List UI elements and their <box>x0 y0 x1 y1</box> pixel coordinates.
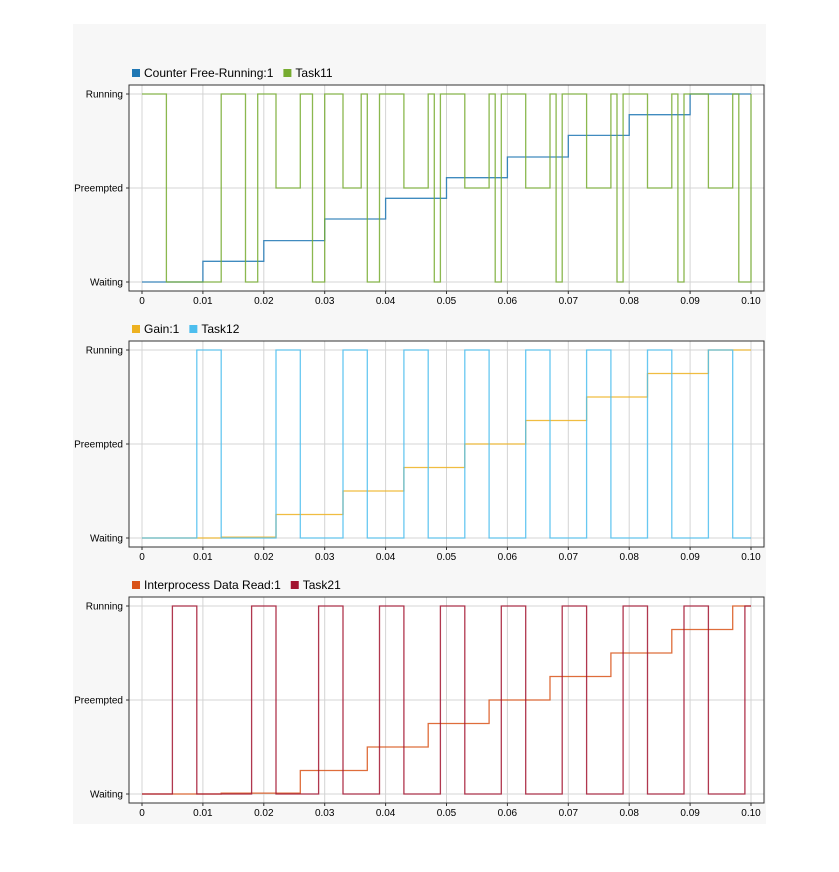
legend-swatch-1 <box>132 325 140 333</box>
x-tick-label: 0 <box>139 808 145 819</box>
x-tick-label: 0.03 <box>315 552 335 563</box>
legend-label-1: Gain:1 <box>144 322 180 336</box>
y-tick-label: Running <box>86 346 123 357</box>
x-tick-label: 0.09 <box>680 808 700 819</box>
x-tick-label: 0.07 <box>559 552 579 563</box>
chart-svg: 0 0.01 0.02 0.03 0.04 0.05 0.06 0.07 0.08 0.09 0.1… <box>74 66 765 819</box>
legend-label-1: Interprocess Data Read:1 <box>144 578 281 592</box>
subplot-2: 0 0.01 0.02 0.03 0.04 0.05 0.06 0.07 0.08 0.09 0.1… <box>74 322 765 563</box>
chart-figure: 0 0.01 0.02 0.03 0.04 0.05 0.06 0.07 0.08 0.09 0.1… <box>73 24 766 824</box>
y-tick-label: Preempted <box>74 440 123 451</box>
x-tick-label: 0 <box>139 296 145 307</box>
x-tick-label: 0.10 <box>741 808 761 819</box>
x-tick-label: 0.10 <box>741 552 761 563</box>
y-tick-label: Waiting <box>90 790 123 801</box>
legend-label-1: Counter Free-Running:1 <box>144 66 274 80</box>
x-tick-label: 0.02 <box>254 808 274 819</box>
x-tick-label: 0 <box>139 552 145 563</box>
y-tick-label: Running <box>86 90 123 101</box>
x-tick-label: 0.09 <box>680 552 700 563</box>
x-tick-label: 0.01 <box>193 296 213 307</box>
axes-border <box>128 340 765 548</box>
x-tick-label: 0.10 <box>741 296 761 307</box>
legend-label-2: Task12 <box>201 322 239 336</box>
y-tick-label: Preempted <box>74 184 123 195</box>
x-tick-label: 0.09 <box>680 296 700 307</box>
y-tick-label: Running <box>86 602 123 613</box>
subplot-3: 0 0.01 0.02 0.03 0.04 0.05 0.06 0.07 0.08 0.09 0.1… <box>74 578 765 819</box>
x-tick-label: 0.01 <box>193 552 213 563</box>
x-tick-label: 0.03 <box>315 296 335 307</box>
axes-border <box>128 84 765 292</box>
legend-swatch-2 <box>189 325 198 333</box>
series-line-1 <box>142 93 751 283</box>
x-tick-label: 0.04 <box>376 296 396 307</box>
x-tick-label: 0.05 <box>437 552 457 563</box>
x-tick-label: 0.03 <box>315 808 335 819</box>
legend-swatch-1 <box>132 69 140 77</box>
x-tick-label: 0.05 <box>437 808 457 819</box>
x-tick-label: 0.07 <box>559 296 579 307</box>
y-tick-label: Waiting <box>90 534 123 545</box>
series-line-2 <box>142 605 751 795</box>
x-tick-label: 0.04 <box>376 808 396 819</box>
x-tick-label: 0.05 <box>437 296 457 307</box>
y-tick-label: Preempted <box>74 696 123 707</box>
legend-swatch-1 <box>132 581 140 589</box>
x-tick-label: 0.02 <box>254 296 274 307</box>
legend-label-2: Task21 <box>303 578 341 592</box>
series-line-1 <box>142 605 751 795</box>
x-tick-label: 0.06 <box>498 296 518 307</box>
x-tick-label: 0.02 <box>254 552 274 563</box>
legend-label-2: Task11 <box>295 66 332 80</box>
legend-swatch-2 <box>283 69 292 77</box>
x-tick-label: 0.06 <box>498 552 518 563</box>
x-tick-label: 0.08 <box>619 552 639 563</box>
series-line-2 <box>142 349 751 539</box>
subplot-1: 0 0.01 0.02 0.03 0.04 0.05 0.06 0.07 0.08 0.09 0.1… <box>74 66 765 307</box>
x-tick-label: 0.04 <box>376 552 396 563</box>
x-tick-label: 0.01 <box>193 808 213 819</box>
x-tick-label: 0.08 <box>619 296 639 307</box>
x-tick-label: 0.07 <box>559 808 579 819</box>
series-line-2 <box>142 93 752 283</box>
x-tick-label: 0.08 <box>619 808 639 819</box>
y-tick-label: Waiting <box>90 278 123 289</box>
x-tick-label: 0.06 <box>498 808 518 819</box>
axes-border <box>128 596 765 804</box>
legend-swatch-2 <box>290 581 299 589</box>
